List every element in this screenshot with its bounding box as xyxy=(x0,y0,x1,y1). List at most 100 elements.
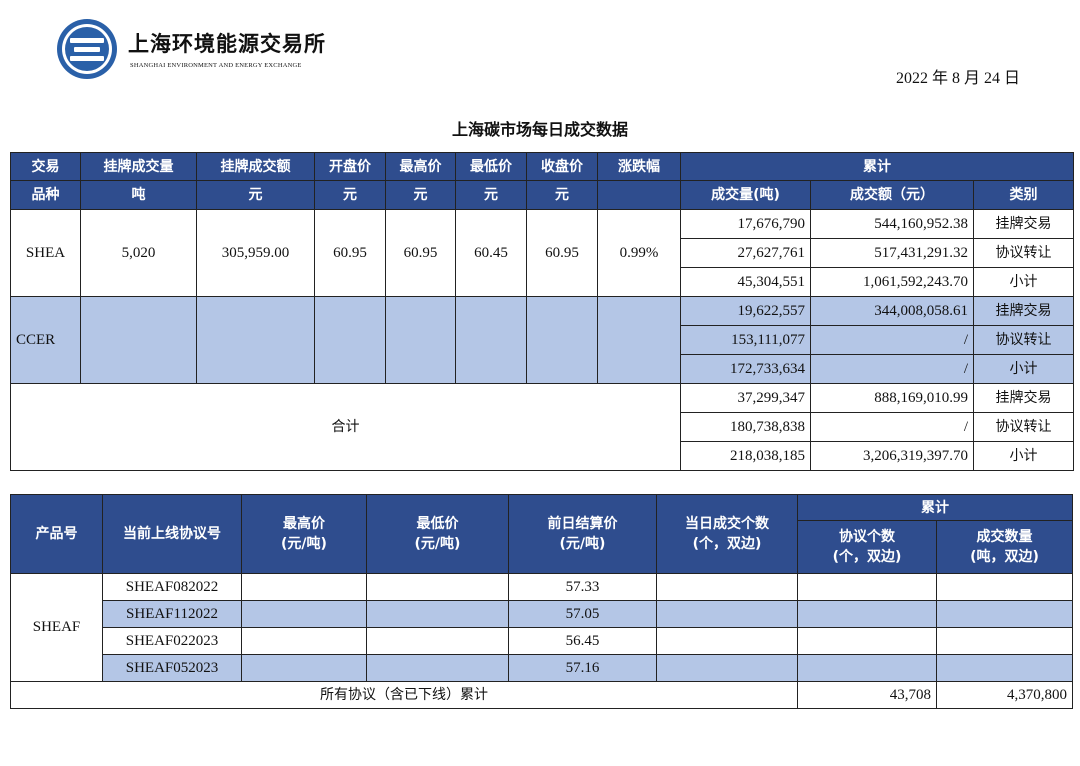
unit-yuan: 元 xyxy=(314,180,386,210)
listed-volume-header: 挂牌成交量 xyxy=(80,152,197,181)
total-label: 合计 xyxy=(10,383,681,471)
agree-cell xyxy=(797,600,937,628)
table-row: CCER 19,622,557 344,008,058.61 挂牌交易 xyxy=(10,296,1074,384)
cum-type-header: 类别 xyxy=(973,180,1074,210)
agree-cell xyxy=(797,627,937,655)
table-row: SHEAF022023 56.45 xyxy=(11,627,1073,655)
cum-type-cell: 小计 xyxy=(973,267,1074,297)
low-header-line2: (元/吨) xyxy=(414,536,461,552)
open-cell: 60.95 xyxy=(314,209,386,297)
settle-header: 前日结算价 (元/吨) xyxy=(508,494,657,574)
org-name-cn: 上海环境能源交易所 xyxy=(128,31,326,56)
variety-shea: SHEA xyxy=(10,209,81,297)
empty-cell xyxy=(455,296,527,384)
low-header: 最低价 xyxy=(455,152,527,181)
high-cell xyxy=(241,654,367,682)
agree-cell xyxy=(797,654,937,682)
cum-type-cell: 挂牌交易 xyxy=(973,383,1074,413)
header-row: 交易 挂牌成交量 挂牌成交额 开盘价 最高价 最低价 收盘价 涨跌幅 累计 xyxy=(10,152,1074,181)
count-cell xyxy=(656,600,798,628)
low-cell xyxy=(366,573,509,601)
cum-volume-cell: 19,622,557 xyxy=(680,296,811,326)
open-header: 开盘价 xyxy=(314,152,386,181)
contract-cell: SHEAF052023 xyxy=(102,654,242,682)
cum-type-cell: 小计 xyxy=(973,354,1074,384)
header-row: 产品号 当前上线协议号 最高价 (元/吨) 最低价 (元/吨) 前日结算价 (元/吨)… xyxy=(10,494,1073,574)
contract-cell: SHEAF082022 xyxy=(102,573,242,601)
cum-amount-cell: / xyxy=(810,412,974,442)
table-row: 合计 37,299,347 888,169,010.99 挂牌交易 xyxy=(10,383,1074,471)
table-row: 27,627,761 517,431,291.32 协议转让 xyxy=(11,238,1074,268)
qty-header-line2: (吨，双边) xyxy=(970,549,1039,565)
count-header: 当日成交个数 (个，双边) xyxy=(656,494,798,574)
qty-cell xyxy=(936,654,1073,682)
high-cell: 60.95 xyxy=(385,209,456,297)
qty-cell xyxy=(936,627,1073,655)
settle-header-line2: (元/吨) xyxy=(559,536,606,552)
high-cell xyxy=(241,600,367,628)
org-name-en: SHANGHAI ENVIRONMENT AND ENERGY EXCHANGE xyxy=(130,62,302,69)
qty-cell xyxy=(936,573,1073,601)
empty-cell xyxy=(385,296,456,384)
sheaf-table: 产品号 当前上线协议号 最高价 (元/吨) 最低价 (元/吨) 前日结算价 (元/吨)… xyxy=(10,494,1073,709)
high-header: 最高价 xyxy=(385,152,456,181)
cum-volume-cell: 27,627,761 xyxy=(680,238,811,268)
cum-volume-cell: 172,733,634 xyxy=(680,354,811,384)
cum-type-cell: 挂牌交易 xyxy=(973,209,1074,239)
exchange-logo xyxy=(57,19,117,79)
table-row: SHEAF SHEAF082022 57.33 xyxy=(10,573,1073,682)
unit-yuan: 元 xyxy=(526,180,598,210)
high-cell xyxy=(241,573,367,601)
table-row: 218,038,185 3,206,319,397.70 小计 xyxy=(11,441,1074,471)
high-cell xyxy=(241,627,367,655)
cum-amount-cell: 517,431,291.32 xyxy=(810,238,974,268)
cum-amount-cell: 1,061,592,243.70 xyxy=(810,267,974,297)
settle-header-line1: 前日结算价 xyxy=(547,515,618,532)
table-row: SHEA 5,020 305,959.00 60.95 60.95 60.45 … xyxy=(10,209,1074,297)
settle-cell: 57.33 xyxy=(508,573,657,601)
header-row: 协议个数 (个，双边) 成交数量 (吨，双边) xyxy=(11,520,1073,574)
unit-yuan: 元 xyxy=(455,180,527,210)
cum-volume-cell: 17,676,790 xyxy=(680,209,811,239)
cum-volume-cell: 45,304,551 xyxy=(680,267,811,297)
empty-cell xyxy=(597,296,681,384)
agree-header-line1: 协议个数 xyxy=(839,528,895,545)
cum-volume-cell: 218,038,185 xyxy=(680,441,811,471)
settle-cell: 57.05 xyxy=(508,600,657,628)
settle-cell: 56.45 xyxy=(508,627,657,655)
contract-cell: SHEAF112022 xyxy=(102,600,242,628)
empty-cell xyxy=(314,296,386,384)
cum-volume-cell: 37,299,347 xyxy=(680,383,811,413)
cumulative-header: 累计 xyxy=(797,494,1073,521)
cum-volume-cell: 153,111,077 xyxy=(680,325,811,355)
change-cell: 0.99% xyxy=(597,209,681,297)
unit-yuan: 元 xyxy=(385,180,456,210)
unit-ton: 吨 xyxy=(80,180,197,210)
report-date: 2022 年 8 月 24 日 xyxy=(896,70,1021,87)
high-header: 最高价 (元/吨) xyxy=(241,494,367,574)
product-sheaf: SHEAF xyxy=(10,573,103,682)
unit-row: 品种 吨 元 元 元 元 元 成交量(吨) 成交额（元） 类别 xyxy=(10,180,1074,210)
listed-volume-cell: 5,020 xyxy=(80,209,197,297)
count-header-line1: 当日成交个数 xyxy=(685,515,769,532)
cum-type-cell: 小计 xyxy=(973,441,1074,471)
cum-type-cell: 协议转让 xyxy=(973,238,1074,268)
cum-amount-cell: 888,169,010.99 xyxy=(810,383,974,413)
cum-amount-cell: 3,206,319,397.70 xyxy=(810,441,974,471)
qty-header: 成交数量 (吨，双边) xyxy=(936,520,1073,574)
agree-header-line2: (个，双边) xyxy=(832,549,902,565)
qty-cell xyxy=(936,600,1073,628)
close-cell: 60.95 xyxy=(526,209,598,297)
table-row: 180,738,838 / 协议转让 xyxy=(11,412,1074,442)
qty-total-cell: 4,370,800 xyxy=(936,681,1073,709)
low-cell xyxy=(366,600,509,628)
count-cell xyxy=(656,627,798,655)
high-header-line1: 最高价 xyxy=(283,515,325,532)
low-cell xyxy=(366,627,509,655)
low-header: 最低价 (元/吨) xyxy=(366,494,509,574)
table-row: SHEAF112022 57.05 xyxy=(11,600,1073,628)
contract-cell: SHEAF022023 xyxy=(102,627,242,655)
contract-header: 当前上线协议号 xyxy=(102,494,242,574)
cum-amount-cell: 544,160,952.38 xyxy=(810,209,974,239)
close-header: 收盘价 xyxy=(526,152,598,181)
